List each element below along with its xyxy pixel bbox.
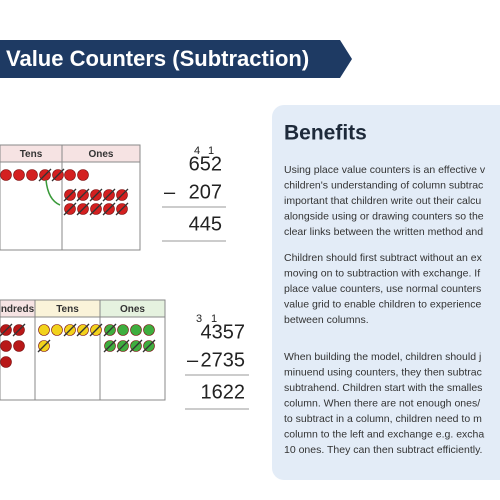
- exchange-digit: 1: [211, 313, 217, 325]
- cross-out: [63, 323, 77, 337]
- benefits-line: column to the left and exchange e.g. exc…: [284, 428, 484, 440]
- exchange-digit: 1: [208, 145, 214, 157]
- benefits-line: Using place value counters is an effecti…: [284, 164, 486, 176]
- benefits-line: column. When there are not enough ones/: [284, 397, 480, 409]
- cross-out: [0, 323, 13, 337]
- table-header: Ones: [120, 304, 145, 315]
- counter: [38, 324, 50, 336]
- cross-out: [76, 323, 90, 337]
- cross-out: [103, 339, 117, 353]
- counter: [51, 324, 63, 336]
- benefits-line: clear links between the written method a…: [284, 226, 483, 238]
- banner: [0, 40, 352, 78]
- cross-out: [89, 202, 103, 216]
- counter: [130, 324, 142, 336]
- benefits-line: When building the model, children should…: [284, 351, 481, 363]
- cross-out: [89, 188, 103, 202]
- minuend: 4357: [201, 321, 246, 343]
- benefits-line: 10 ones. They can then subtract efficien…: [284, 444, 482, 456]
- exchange-arrow: [45, 179, 61, 206]
- counter: [64, 169, 76, 181]
- benefits-line: subtrahend. Children start with the smal…: [284, 382, 482, 394]
- cross-out: [116, 339, 130, 353]
- cross-out: [89, 323, 103, 337]
- benefits-line: alongside using or drawing counters so t…: [284, 210, 484, 222]
- cross-out: [115, 202, 129, 216]
- table-header: Ones: [88, 149, 113, 160]
- benefits-line: value grid to enable children to experie…: [284, 298, 481, 310]
- benefits-line: between columns.: [284, 314, 369, 326]
- cross-out: [76, 188, 90, 202]
- counter: [13, 340, 25, 352]
- exchange-digit: 3: [196, 313, 202, 325]
- cross-out: [102, 202, 116, 216]
- counter: [0, 356, 12, 368]
- answer: 1622: [201, 381, 246, 403]
- cross-out: [37, 339, 51, 353]
- cross-out: [129, 339, 143, 353]
- cross-out: [38, 168, 52, 182]
- benefits-line: important that children write out their …: [284, 195, 481, 207]
- table-header: Tens: [20, 149, 43, 160]
- counter: [13, 169, 25, 181]
- counter: [0, 169, 12, 181]
- subtrahend: 2735: [201, 349, 246, 371]
- counter: [143, 324, 155, 336]
- benefits-line: Children should first subtract without a…: [284, 252, 483, 264]
- counter: [77, 169, 89, 181]
- cross-out: [142, 339, 156, 353]
- table-header: ndreds: [1, 304, 35, 315]
- benefits-heading: Benefits: [284, 122, 367, 145]
- benefits-line: moving on to subtraction with exchange. …: [284, 267, 480, 279]
- counter: [0, 340, 12, 352]
- operator: –: [164, 181, 176, 203]
- table-header: Tens: [56, 304, 79, 315]
- cross-out: [115, 188, 129, 202]
- exchange-digit: 4: [194, 145, 200, 157]
- benefits-line: children's understanding of column subtr…: [284, 179, 483, 191]
- answer: 445: [189, 213, 222, 235]
- minuend: 652: [189, 153, 222, 175]
- cross-out: [12, 323, 26, 337]
- benefits-line: to subtract in a column, children need t…: [284, 413, 482, 425]
- benefits-line: minuend using counters, they then subtra…: [284, 366, 482, 378]
- banner-title: Value Counters (Subtraction): [6, 46, 309, 71]
- cross-out: [76, 202, 90, 216]
- counter: [26, 169, 38, 181]
- subtrahend: 207: [189, 181, 222, 203]
- benefits-line: place value counters, use normal counter…: [284, 283, 481, 295]
- benefits-panel: [272, 105, 500, 480]
- cross-out: [102, 188, 116, 202]
- operator: –: [187, 349, 199, 371]
- cross-out: [63, 188, 77, 202]
- cross-out: [103, 323, 117, 337]
- cross-out: [51, 168, 65, 182]
- counter: [117, 324, 129, 336]
- cross-out: [63, 202, 77, 216]
